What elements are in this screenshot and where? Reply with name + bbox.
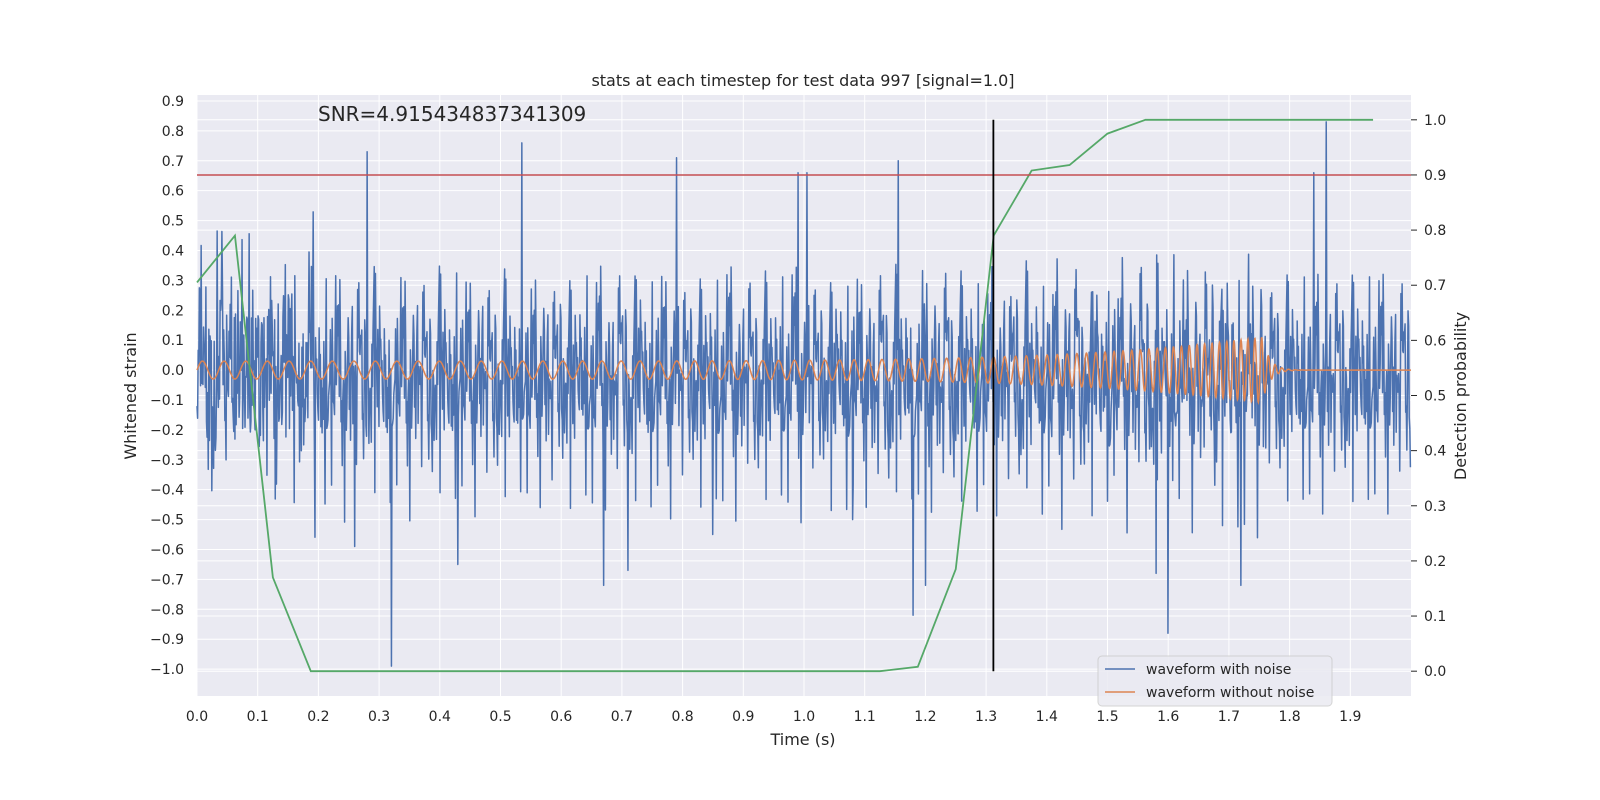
y2-axis-label: Detection probability	[1451, 312, 1470, 480]
y-tick-label: 0.6	[162, 184, 184, 200]
x-tick-label: 1.0	[793, 709, 815, 725]
y-axis-label: Whitened strain	[121, 332, 140, 459]
y-tick-label: 0.3	[162, 273, 184, 289]
series-waveform-with-noise	[196, 121, 1412, 667]
y-tick-label: −0.9	[150, 632, 184, 648]
x-tick-label: 0.0	[186, 709, 208, 725]
x-tick-label: 0.5	[489, 709, 511, 725]
series-detection-probability	[196, 118, 1374, 673]
legend-label-waveform-without-noise: waveform without noise	[1146, 685, 1314, 701]
y-tick-label: −0.7	[150, 572, 184, 588]
y2-tick-label: 0.0	[1424, 664, 1446, 680]
x-tick-label: 0.2	[307, 709, 329, 725]
x-axis-label: Time (s)	[769, 730, 835, 749]
legend-label-waveform-with-noise: waveform with noise	[1146, 662, 1291, 678]
x-tick-label: 1.5	[1096, 709, 1118, 725]
x-tick-label: 0.3	[368, 709, 390, 725]
x-tick-labels: 0.0 0.1 0.2 0.3 0.4 0.5 0.6 0.7 0.8 0.9 1.0 1.1 1.2 1…	[186, 709, 1362, 725]
y-tick-label: −0.8	[150, 602, 184, 618]
x-tick-label: 1.4	[1036, 709, 1058, 725]
y2-tick-label: 0.7	[1424, 278, 1446, 294]
y2-tick-label: 0.4	[1424, 444, 1446, 460]
x-tick-label: 1.1	[854, 709, 876, 725]
y2-tick-label: 0.8	[1424, 223, 1446, 239]
x-tick-label: 1.7	[1218, 709, 1240, 725]
y-tick-label: 0.2	[162, 303, 184, 319]
y-tick-label: −1.0	[150, 662, 184, 678]
y-tick-label: 0.7	[162, 154, 184, 170]
y2-tick-labels: 0.0 0.1 0.2 0.3 0.4 0.5 0.6 0.7 0.8 0.9 1.0	[1411, 113, 1446, 680]
y2-tick-label: 0.3	[1424, 499, 1446, 515]
y-tick-label: 0.5	[162, 214, 184, 230]
y-tick-label: 0.0	[162, 363, 184, 379]
y-tick-labels: 0.9 0.8 0.7 0.6 0.5 0.4 0.3 0.2 0.1 0.0 −0.1 −0.2 −0…	[150, 94, 184, 678]
legend: waveform with noise waveform without noi…	[1097, 655, 1333, 707]
y-tick-label: 0.4	[162, 243, 184, 259]
line-detection-probability	[196, 118, 1374, 673]
y-tick-label: −0.5	[150, 513, 184, 529]
y2-tick-label: 1.0	[1424, 113, 1446, 129]
x-tick-label: 1.6	[1157, 709, 1179, 725]
x-tick-label: 1.9	[1339, 709, 1361, 725]
x-tick-label: 0.8	[671, 709, 693, 725]
x-tick-label: 1.8	[1278, 709, 1300, 725]
y2-tick-label: 0.2	[1424, 554, 1446, 570]
y-tick-label: 0.1	[162, 333, 184, 349]
y-tick-label: −0.1	[150, 393, 184, 409]
y2-tick-label: 0.6	[1424, 333, 1446, 349]
series-waveform-without-noise	[196, 336, 1411, 406]
y-tick-label: −0.6	[150, 542, 184, 558]
y2-tick-label: 0.9	[1424, 168, 1446, 184]
x-tick-label: 0.4	[429, 709, 451, 725]
x-tick-label: 0.7	[611, 709, 633, 725]
y2-tick-label: 0.1	[1424, 609, 1446, 625]
snr-annotation: SNR=4.915434837341309	[318, 102, 586, 126]
x-tick-label: 0.6	[550, 709, 572, 725]
y2-tick-label: 0.5	[1424, 389, 1446, 405]
y-tick-label: 0.9	[162, 94, 184, 110]
y-tick-label: −0.4	[150, 483, 184, 499]
y-tick-label: −0.2	[150, 423, 184, 439]
y-tick-label: 0.8	[162, 124, 184, 140]
legend-box	[1097, 655, 1333, 707]
line-waveform-without-noise	[196, 336, 1411, 406]
x-tick-label: 0.9	[732, 709, 754, 725]
chart-title: stats at each timestep for test data 997…	[591, 71, 1014, 90]
x-tick-label: 1.3	[975, 709, 997, 725]
x-tick-label: 0.1	[247, 709, 269, 725]
y-tick-label: −0.3	[150, 453, 184, 469]
line-waveform-with-noise	[196, 121, 1412, 667]
x-tick-label: 1.2	[914, 709, 936, 725]
